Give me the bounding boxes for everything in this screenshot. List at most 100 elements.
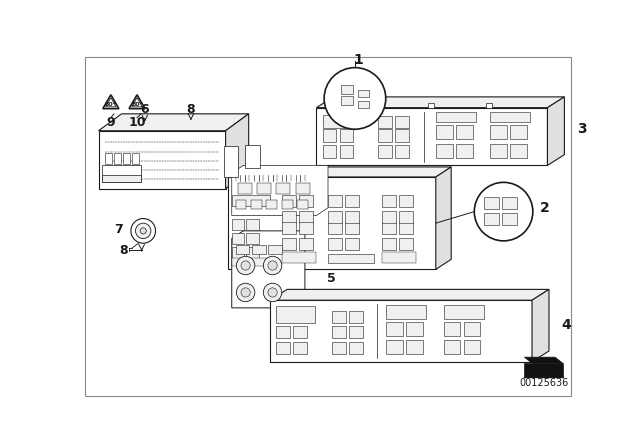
Bar (232, 220, 244, 230)
Bar (323, 146, 337, 158)
Bar (282, 211, 296, 223)
Bar (251, 200, 262, 209)
Bar (293, 326, 307, 338)
Bar (428, 103, 435, 108)
Polygon shape (524, 363, 563, 377)
Bar (341, 85, 353, 94)
Text: 80°: 80° (105, 102, 116, 107)
Bar (382, 252, 416, 263)
Bar (345, 195, 359, 207)
Bar (276, 326, 291, 338)
Bar (349, 326, 363, 338)
Bar (246, 247, 259, 258)
Bar (328, 254, 374, 263)
Bar (349, 342, 363, 354)
Polygon shape (103, 95, 119, 109)
Circle shape (236, 256, 255, 275)
Bar (282, 238, 296, 250)
Text: 80°: 80° (131, 102, 143, 107)
Polygon shape (436, 167, 451, 269)
Bar (293, 342, 307, 354)
Polygon shape (228, 167, 451, 177)
Bar (386, 305, 426, 319)
Bar (436, 125, 452, 139)
Bar (358, 101, 369, 108)
Bar (509, 125, 527, 139)
Bar (323, 129, 337, 142)
Bar (399, 211, 413, 223)
Bar (490, 125, 507, 139)
Bar (378, 146, 392, 158)
Bar (102, 165, 141, 182)
Bar (224, 146, 238, 177)
Bar (371, 103, 376, 108)
Text: 7: 7 (114, 223, 123, 236)
Bar (268, 245, 282, 254)
Polygon shape (132, 98, 142, 107)
Bar (444, 340, 460, 354)
Circle shape (268, 288, 277, 297)
Bar (340, 146, 353, 158)
Circle shape (140, 228, 147, 234)
Bar (406, 322, 422, 336)
Text: 4: 4 (562, 318, 572, 332)
Polygon shape (316, 97, 564, 108)
Bar (299, 195, 312, 207)
Circle shape (263, 283, 282, 302)
Text: 10: 10 (128, 116, 146, 129)
Bar (395, 116, 409, 129)
Bar (444, 322, 460, 336)
Bar (490, 112, 530, 122)
Polygon shape (532, 289, 549, 362)
Polygon shape (232, 165, 328, 215)
Bar (238, 183, 252, 194)
Bar (236, 245, 250, 254)
Bar (486, 103, 492, 108)
Bar (332, 311, 346, 323)
Bar (246, 233, 259, 244)
Bar (328, 211, 342, 223)
Circle shape (324, 68, 386, 129)
Bar (509, 144, 527, 158)
Bar (328, 195, 342, 207)
Polygon shape (524, 357, 563, 363)
Bar (236, 200, 246, 209)
Bar (382, 195, 396, 207)
Bar (332, 326, 346, 338)
Bar (282, 200, 292, 209)
Bar (456, 125, 473, 139)
Bar (382, 211, 396, 223)
Bar (345, 222, 359, 234)
Polygon shape (99, 131, 225, 189)
Bar (386, 340, 403, 354)
Bar (102, 175, 141, 182)
Text: 8: 8 (120, 244, 128, 257)
Text: 6: 6 (140, 103, 149, 116)
Polygon shape (547, 97, 564, 165)
Bar (297, 200, 308, 209)
Polygon shape (225, 114, 249, 189)
Polygon shape (129, 95, 145, 109)
Text: 8: 8 (187, 103, 195, 116)
Bar (399, 238, 413, 250)
Bar (266, 200, 277, 209)
Bar (132, 153, 140, 164)
Bar (484, 213, 499, 225)
Bar (246, 220, 259, 230)
Bar (406, 340, 422, 354)
Bar (299, 222, 312, 234)
Bar (378, 116, 392, 129)
Text: 1: 1 (354, 53, 364, 67)
Bar (276, 306, 315, 323)
Bar (395, 129, 409, 142)
Bar (276, 183, 291, 194)
Circle shape (241, 288, 250, 297)
Bar (299, 211, 312, 223)
Bar (345, 238, 359, 250)
Polygon shape (106, 98, 116, 107)
Bar (456, 144, 473, 158)
Bar (232, 233, 244, 244)
Bar (282, 222, 296, 234)
Bar (349, 311, 363, 323)
Bar (484, 197, 499, 209)
